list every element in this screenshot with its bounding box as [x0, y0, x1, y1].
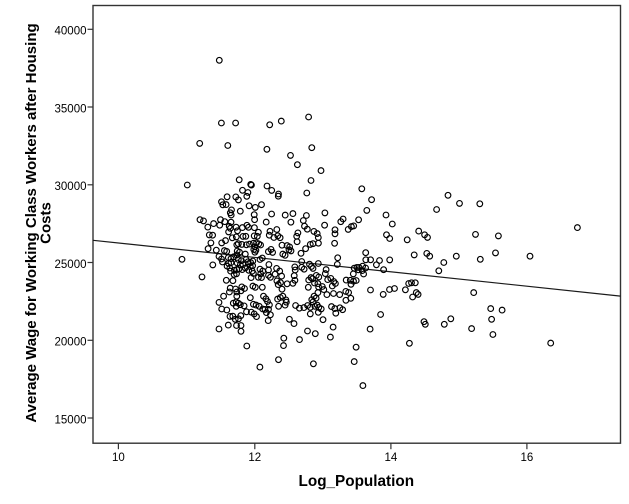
svg-text:15000: 15000 — [55, 414, 87, 426]
svg-text:30000: 30000 — [55, 181, 87, 193]
svg-text:20000: 20000 — [55, 337, 87, 349]
svg-text:25000: 25000 — [55, 259, 87, 271]
svg-text:14: 14 — [385, 452, 398, 464]
svg-text:40000: 40000 — [55, 26, 87, 38]
svg-text:Costs: Costs — [38, 202, 55, 244]
svg-text:12: 12 — [248, 452, 261, 464]
svg-text:10: 10 — [112, 452, 125, 464]
svg-text:35000: 35000 — [55, 103, 87, 115]
svg-text:16: 16 — [521, 452, 534, 464]
svg-text:Log_Population: Log_Population — [299, 473, 415, 490]
svg-text:Average Wage for Working Class: Average Wage for Working Class Workers a… — [23, 23, 40, 422]
